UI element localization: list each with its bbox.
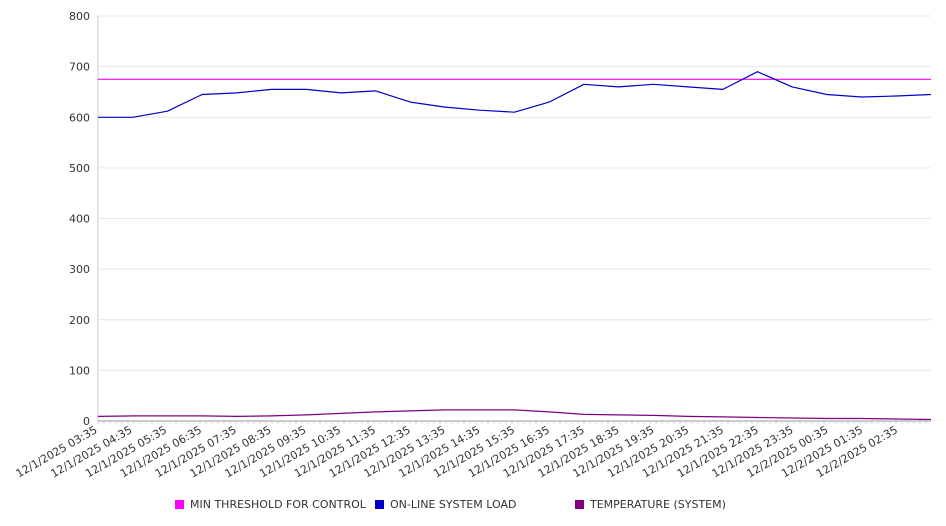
legend-swatch-min-threshold <box>175 500 184 509</box>
series-line-1 <box>98 71 932 118</box>
y-tick-label-800: 800 <box>69 10 90 23</box>
legend: MIN THRESHOLD FOR CONTROL ON-LINE SYSTEM… <box>0 498 946 514</box>
y-axis: 0 100 200 300 400 500 600 700 800 <box>69 10 99 428</box>
legend-item-temperature[interactable]: TEMPERATURE (SYSTEM) <box>575 498 726 511</box>
legend-label-min-threshold: MIN THRESHOLD FOR CONTROL <box>190 498 366 511</box>
y-tick-label-100: 100 <box>69 364 90 377</box>
series-lines <box>97 71 932 421</box>
y-tick-label-200: 200 <box>69 314 90 327</box>
y-tick-label-400: 400 <box>69 213 90 226</box>
legend-item-system-load[interactable]: ON-LINE SYSTEM LOAD <box>375 498 516 511</box>
y-tick-label-600: 600 <box>69 111 90 124</box>
legend-label-temperature: TEMPERATURE (SYSTEM) <box>590 498 726 511</box>
y-tick-label-300: 300 <box>69 263 90 276</box>
legend-item-min-threshold[interactable]: MIN THRESHOLD FOR CONTROL <box>175 498 366 511</box>
legend-label-system-load: ON-LINE SYSTEM LOAD <box>390 498 517 511</box>
y-tick-label-0: 0 <box>83 415 90 428</box>
legend-swatch-system-load <box>375 500 384 509</box>
legend-swatch-temperature <box>575 500 584 509</box>
series-line-2 <box>97 409 932 421</box>
y-tick-label-700: 700 <box>69 61 90 74</box>
y-tick-label-500: 500 <box>69 162 90 175</box>
gridlines <box>98 15 931 422</box>
